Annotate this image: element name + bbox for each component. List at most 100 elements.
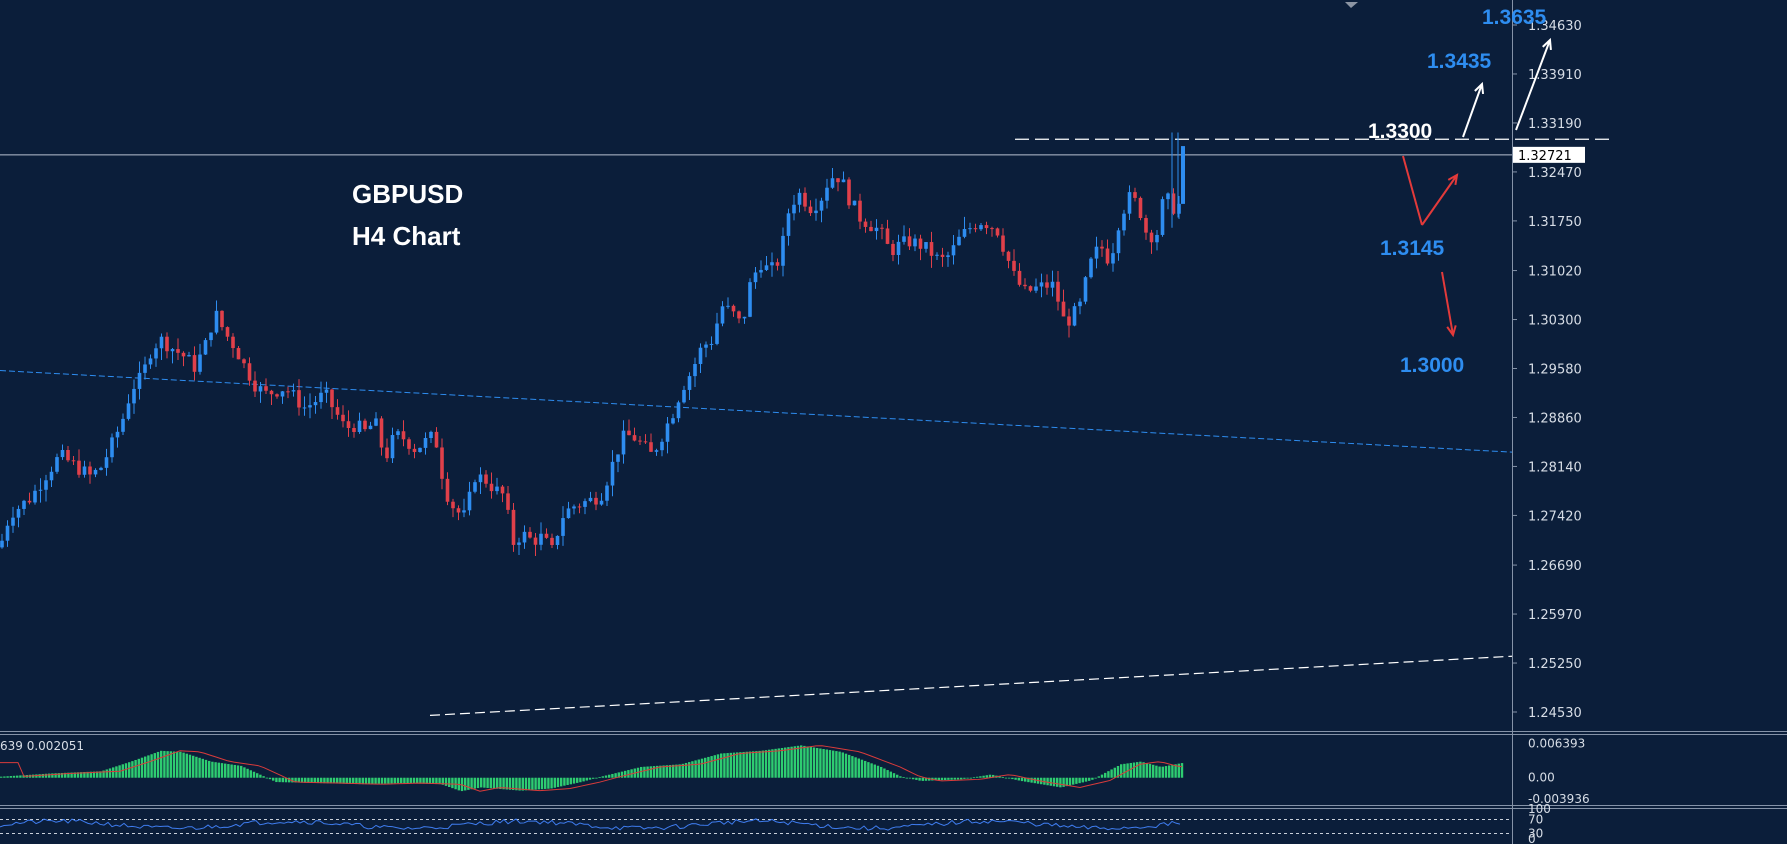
histogram-bar <box>1094 777 1097 779</box>
candle-body <box>220 310 224 328</box>
macd-histogram <box>0 745 1184 792</box>
histogram-bar <box>361 777 364 785</box>
candle-body <box>198 354 202 372</box>
histogram-bar <box>1158 766 1161 778</box>
candle-body <box>863 221 868 227</box>
histogram-bar <box>803 745 806 778</box>
y-tick-label: 1.31750 <box>1528 215 1582 230</box>
histogram-bar <box>544 777 547 789</box>
histogram-bar <box>441 777 444 785</box>
level-label: 1.3635 <box>1482 6 1547 29</box>
candle-body <box>880 227 884 229</box>
histogram-bar <box>857 758 860 778</box>
y-tick-label: 1.29580 <box>1528 363 1582 378</box>
candle-body <box>924 242 928 249</box>
candle-body <box>236 348 241 360</box>
histogram-bar <box>54 773 57 778</box>
candle-body <box>1023 284 1027 287</box>
histogram-bar <box>771 749 774 778</box>
histogram-bar <box>896 774 899 778</box>
histogram-bar <box>569 777 572 785</box>
candle-body <box>665 423 670 442</box>
histogram-bar <box>387 777 390 784</box>
histogram-bar <box>342 777 345 784</box>
histogram-bar <box>739 752 742 778</box>
histogram-bar <box>243 767 246 778</box>
candle-body <box>308 405 312 408</box>
candle-body <box>264 386 268 391</box>
histogram-bar <box>76 772 80 778</box>
candle-body <box>616 454 620 462</box>
candle-body <box>709 343 714 345</box>
candle-body <box>583 501 587 507</box>
histogram-bar <box>400 777 403 784</box>
histogram-bar <box>233 764 236 778</box>
candle-body <box>770 262 774 266</box>
histogram-bar <box>828 750 832 778</box>
candle-body <box>990 228 994 230</box>
histogram-bar <box>614 773 617 778</box>
candle-body <box>33 490 37 503</box>
histogram-bar <box>188 754 192 778</box>
candle-body <box>731 305 736 312</box>
candle-body <box>885 228 890 244</box>
histogram-bar <box>684 762 688 778</box>
upper-trendline <box>0 370 1513 453</box>
candle-body <box>1166 193 1170 200</box>
candle-body <box>214 310 219 333</box>
histogram-bar <box>918 777 921 781</box>
candle-body <box>1155 234 1159 243</box>
candle-body <box>1094 246 1099 259</box>
histogram-bar <box>1078 777 1081 784</box>
candle-body <box>951 245 956 256</box>
histogram-bar <box>860 759 864 778</box>
rsi-line <box>0 818 1181 831</box>
histogram-bar <box>582 777 585 782</box>
pullback-arrow-down <box>1402 155 1423 226</box>
candle-body <box>786 213 791 236</box>
histogram-bar <box>566 777 569 785</box>
histogram-bar <box>419 777 422 784</box>
histogram-bar <box>892 773 896 778</box>
candle-body <box>830 178 835 188</box>
histogram-bar <box>1062 777 1065 787</box>
indicator2-tick-label: 100 <box>1528 802 1551 816</box>
histogram-bar <box>560 777 563 787</box>
histogram-bar <box>886 770 889 778</box>
candle-body <box>473 482 477 492</box>
candle-body <box>412 448 417 452</box>
candle-body <box>77 460 81 475</box>
candle-body <box>726 305 730 307</box>
histogram-bar <box>268 777 272 780</box>
level-label: 1.3300 <box>1368 120 1432 143</box>
candle-body <box>66 449 70 461</box>
histogram-bar <box>297 777 300 783</box>
candle-body <box>803 192 807 207</box>
candle-body <box>1133 192 1137 198</box>
histogram-bar <box>982 775 985 778</box>
histogram-bar <box>246 768 249 778</box>
y-tick-label: 1.33910 <box>1528 68 1582 83</box>
candle-body <box>682 389 686 403</box>
histogram-bar <box>172 751 176 778</box>
candle-body <box>599 500 604 505</box>
histogram-bar <box>889 771 892 778</box>
histogram-bar <box>1008 777 1011 779</box>
histogram-bar <box>595 777 598 779</box>
histogram-bar <box>1110 769 1113 778</box>
candle-body <box>390 435 395 459</box>
histogram-bar <box>1174 764 1177 778</box>
histogram-bar <box>153 753 156 778</box>
histogram-bar <box>659 765 662 778</box>
histogram-bar <box>1027 777 1030 783</box>
candle-body <box>1072 306 1077 326</box>
candle-body <box>797 192 802 205</box>
histogram-bar <box>320 777 323 784</box>
histogram-bar <box>1142 762 1145 778</box>
histogram-bar <box>838 751 841 778</box>
histogram-bar <box>12 775 16 778</box>
indicator2-tick-label: 70 <box>1528 813 1543 827</box>
histogram-bar <box>742 751 745 778</box>
histogram-bar <box>1120 764 1123 778</box>
